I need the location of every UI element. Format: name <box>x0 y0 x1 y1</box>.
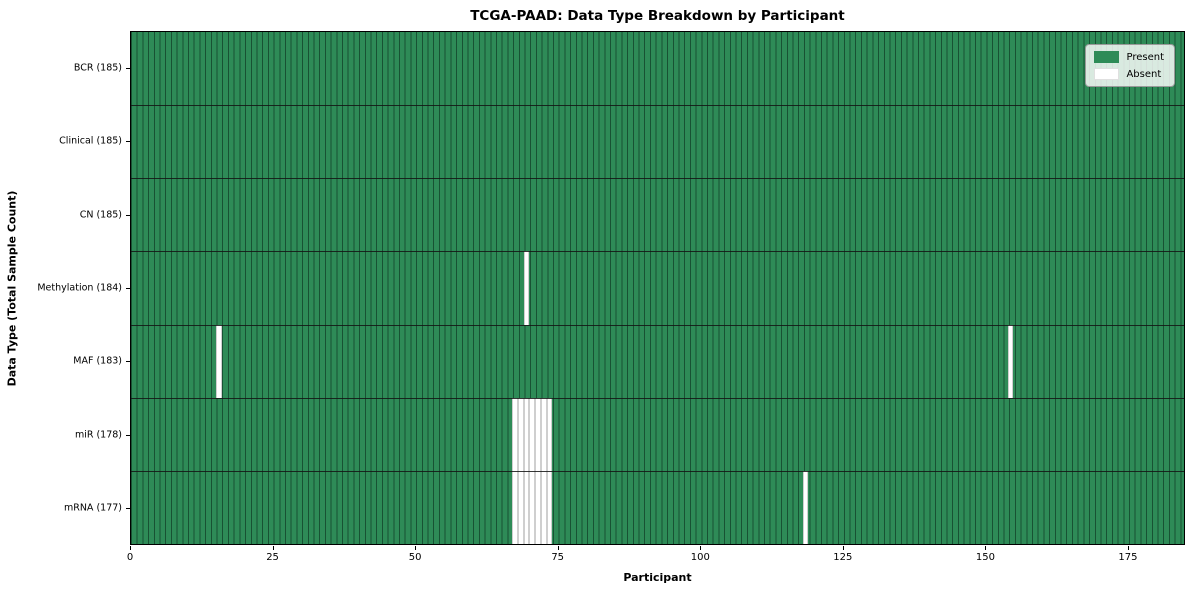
y-tick-label: CN (185) <box>79 209 122 221</box>
row-separator <box>131 324 1184 326</box>
x-tick-label: 0 <box>126 552 134 563</box>
x-tick-mark <box>842 546 844 550</box>
absent-swatch-icon <box>1094 68 1120 80</box>
chart-title: TCGA-PAAD: Data Type Breakdown by Partic… <box>470 8 845 24</box>
y-tick-mark <box>126 141 130 143</box>
row-separator <box>131 397 1184 399</box>
legend-label-present: Present <box>1126 51 1164 63</box>
legend-label-absent: Absent <box>1126 68 1162 80</box>
row-separator <box>131 470 1184 472</box>
absent-cell <box>512 397 519 471</box>
absent-cell <box>529 397 536 471</box>
row-separator <box>131 105 1184 107</box>
row-separator <box>131 251 1184 253</box>
y-tick-label: Methylation (184) <box>37 282 122 294</box>
x-axis-label: Participant <box>623 571 692 584</box>
x-tick-mark <box>700 546 702 550</box>
absent-cell <box>535 397 541 471</box>
absent-cell <box>523 470 530 544</box>
absent-cell <box>1007 324 1014 398</box>
absent-cell <box>523 397 530 471</box>
x-tick-mark <box>415 546 417 550</box>
x-tick-mark <box>557 546 559 550</box>
absent-cell <box>518 470 524 544</box>
x-tick-label: 75 <box>551 552 565 563</box>
y-tick-mark <box>126 508 130 510</box>
x-tick-label: 100 <box>690 552 710 563</box>
absent-cell <box>523 251 530 325</box>
y-tick-label: BCR (185) <box>73 62 122 74</box>
y-tick-mark <box>126 288 130 289</box>
x-tick-mark <box>272 546 274 550</box>
y-tick-mark <box>126 434 130 436</box>
y-tick-label: Clinical (185) <box>59 135 122 147</box>
y-tick-mark <box>126 361 130 363</box>
legend-entry-absent: Absent <box>1094 68 1164 80</box>
y-tick-label: MAF (183) <box>73 355 122 367</box>
absent-cell <box>802 470 809 544</box>
absent-cell <box>512 470 519 544</box>
absent-cell <box>540 397 547 471</box>
absent-cell <box>546 397 553 471</box>
absent-cell <box>216 324 223 398</box>
y-axis-label: Data Type (Total Sample Count) <box>5 190 19 387</box>
y-tick-mark <box>126 67 130 69</box>
plot-area: Present Absent <box>130 31 1185 545</box>
absent-cell <box>546 470 553 544</box>
legend: Present Absent <box>1085 44 1175 87</box>
absent-cell <box>540 470 547 544</box>
row-separator <box>131 178 1184 180</box>
absent-cell <box>529 470 536 544</box>
present-swatch-icon <box>1094 51 1120 63</box>
x-tick-label: 125 <box>833 552 853 563</box>
y-tick-label: miR (178) <box>74 429 122 441</box>
x-tick-mark <box>1127 546 1129 550</box>
x-tick-label: 50 <box>408 552 422 563</box>
x-tick-mark <box>130 546 131 550</box>
absent-cell <box>518 397 524 471</box>
x-tick-mark <box>985 546 987 550</box>
legend-entry-present: Present <box>1094 51 1164 63</box>
x-tick-label: 25 <box>266 552 279 563</box>
y-tick-label: mRNA (177) <box>63 502 122 514</box>
x-tick-label: 175 <box>1118 552 1138 563</box>
absent-cell <box>535 470 541 544</box>
y-tick-mark <box>126 214 130 216</box>
x-tick-label: 150 <box>975 552 995 563</box>
